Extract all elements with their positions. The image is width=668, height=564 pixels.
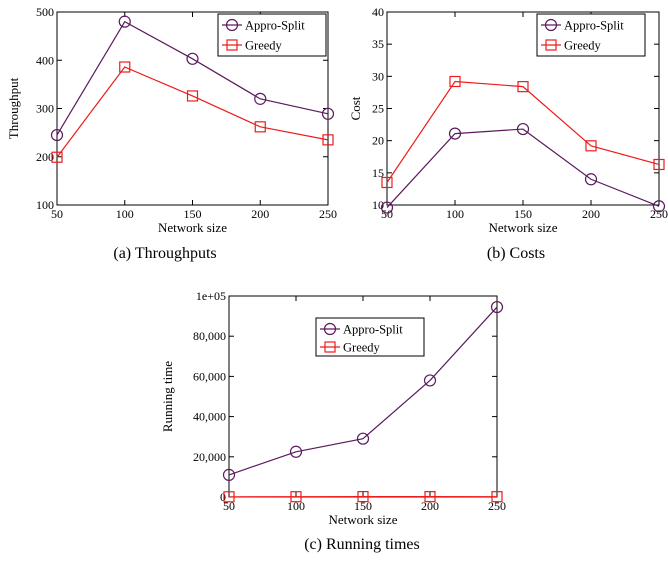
chart-3: 50 100 150 200 250 0 20,000 40,000 60,000 80,000 1…	[160, 289, 506, 553]
chart-caption: (c) Running times	[304, 536, 420, 553]
data-point-circle	[490, 300, 504, 314]
x-tick-label: 200	[421, 499, 439, 513]
y-tick-label: 20	[372, 134, 384, 148]
series-line-appro-split	[386, 128, 660, 208]
x-tick-label: 50	[51, 207, 63, 221]
x-axis-label: Network size	[329, 512, 398, 527]
data-point-circle	[380, 201, 394, 214]
data-point-square	[653, 158, 665, 171]
data-point-square	[517, 81, 529, 93]
data-point-square	[119, 61, 131, 73]
data-point-circle	[423, 374, 437, 387]
y-tick-label: 500	[36, 5, 54, 19]
data-point-circle	[516, 122, 530, 136]
data-point-square	[449, 75, 461, 88]
data-point-square	[290, 491, 302, 503]
data-point-square	[51, 151, 63, 163]
x-axis-label: Network size	[489, 220, 558, 235]
legend: Appro-Split Greedy	[315, 317, 425, 357]
x-tick-label: 250	[488, 499, 506, 513]
x-tick-label: 250	[319, 207, 337, 221]
y-axis-label: Throughput	[6, 77, 21, 139]
y-tick-label: 40,000	[193, 410, 226, 424]
x-tick-label: 100	[116, 207, 134, 221]
x-tick-label: 200	[582, 207, 600, 221]
y-tick-label: 0	[220, 490, 226, 504]
y-tick-label: 400	[36, 53, 54, 67]
data-point-square	[254, 121, 266, 133]
x-axis-label: Network size	[158, 220, 227, 235]
data-point-circle	[652, 200, 666, 213]
y-tick-label: 300	[36, 102, 54, 116]
series-line-greedy	[56, 66, 329, 158]
series-line-appro-split	[228, 306, 498, 476]
legend-square-marker	[324, 341, 336, 353]
data-point-square	[322, 134, 334, 146]
legend-circle-marker	[544, 18, 558, 32]
x-tick-label: 50	[223, 499, 235, 513]
y-axis-label: Cost	[348, 96, 363, 120]
x-tick-label: 150	[184, 207, 202, 221]
legend-label: Greedy	[564, 39, 602, 53]
legend: Appro-Split Greedy	[217, 13, 327, 57]
data-point-square	[357, 490, 369, 503]
legend-circle-marker	[323, 322, 337, 336]
data-point-square	[186, 90, 199, 102]
legend-label: Appro-Split	[564, 19, 624, 33]
x-tick-label: 100	[287, 499, 305, 513]
y-tick-label: 100	[36, 198, 54, 212]
y-tick-label: 15	[372, 166, 384, 180]
y-tick-label: 35	[372, 37, 384, 51]
legend-circle-marker	[225, 18, 239, 32]
legend-box	[315, 317, 425, 357]
data-point-square	[585, 140, 597, 152]
data-point-circle	[118, 15, 131, 28]
legend-label: Greedy	[343, 341, 381, 355]
x-tick-label: 250	[650, 207, 668, 221]
x-tick-label: 100	[446, 207, 464, 221]
legend-label: Greedy	[245, 39, 283, 53]
data-point-circle	[584, 173, 598, 186]
data-point-circle	[50, 128, 64, 142]
data-point-square	[381, 176, 393, 189]
series-line-greedy	[386, 80, 660, 183]
y-tick-label: 80,000	[193, 329, 226, 343]
data-point-square	[424, 491, 436, 503]
data-point-circle	[289, 445, 303, 458]
legend-square-marker	[545, 39, 557, 51]
series-line-appro-split	[56, 20, 329, 136]
x-tick-label: 150	[354, 499, 372, 513]
x-tick-label: 50	[381, 207, 393, 221]
legend-square-marker	[226, 39, 238, 51]
legend: Appro-Split Greedy	[536, 13, 646, 57]
chart-caption: (b) Costs	[487, 245, 545, 262]
y-tick-label: 40	[372, 5, 384, 19]
data-point-square	[223, 491, 235, 503]
x-tick-label: 200	[251, 207, 269, 221]
y-tick-label: 60,000	[193, 369, 226, 383]
data-point-square	[491, 491, 503, 503]
data-point-circle	[321, 107, 335, 120]
legend-label: Appro-Split	[343, 323, 403, 337]
data-point-circle	[356, 432, 370, 445]
data-point-circle	[254, 92, 267, 105]
y-tick-label: 20,000	[193, 450, 226, 464]
y-tick-label: 200	[36, 150, 54, 164]
chart-caption: (a) Throughputs	[113, 245, 216, 262]
data-point-circle	[186, 52, 199, 65]
data-point-circle	[222, 468, 236, 481]
y-tick-label: 25	[372, 102, 384, 116]
legend-label: Appro-Split	[245, 19, 305, 33]
y-axis-label: Running time	[160, 361, 175, 432]
x-tick-label: 150	[514, 207, 532, 221]
y-tick-label: 1e+05	[196, 289, 226, 303]
y-tick-label: 30	[372, 69, 384, 83]
data-point-circle	[448, 127, 462, 140]
